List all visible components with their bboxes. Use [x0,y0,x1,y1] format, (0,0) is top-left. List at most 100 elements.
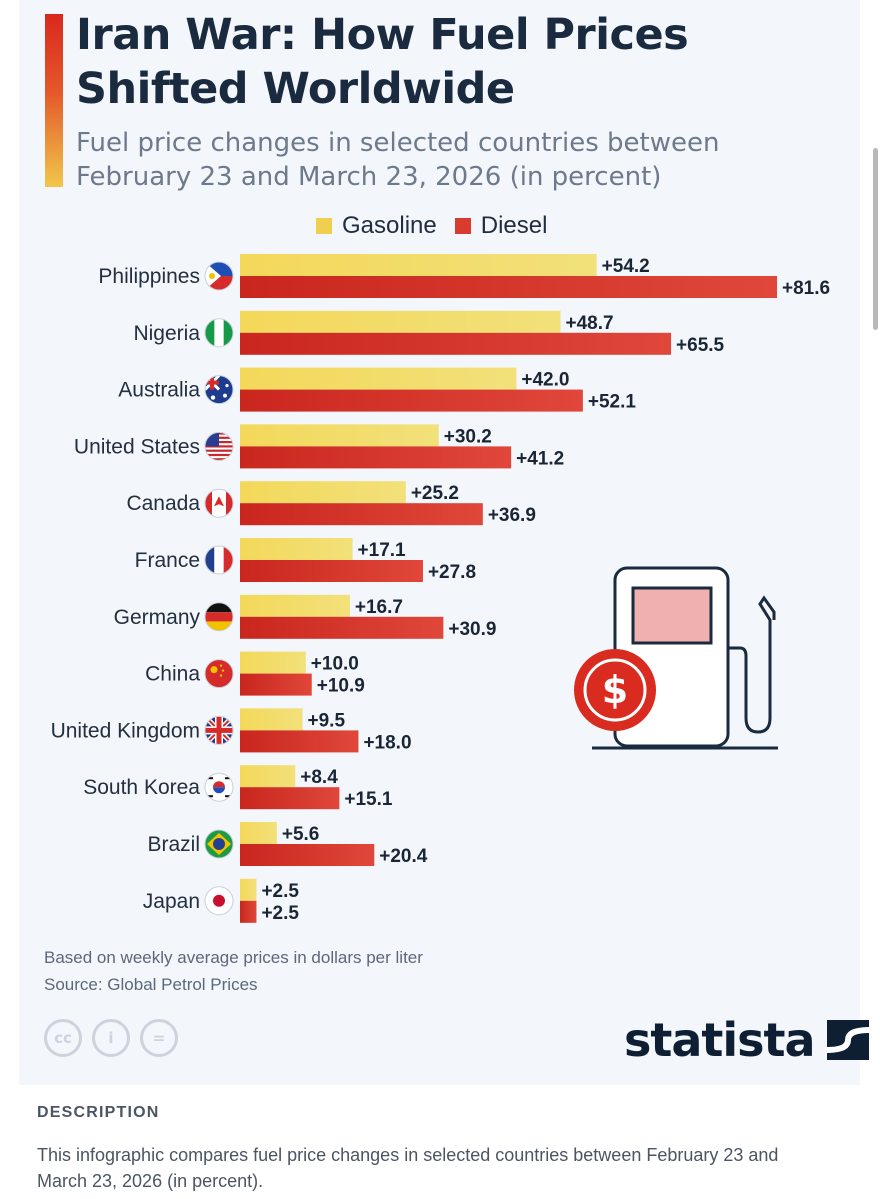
fuel-pump-dollar-icon: $ [574,566,778,750]
bar-gasoline [240,538,353,560]
bar-gasoline [240,594,350,617]
data-label-diesel: +81.6 [782,278,830,299]
note-basis: Based on weekly average prices in dollar… [44,948,423,967]
bar-row-brazil: Brazil +5.6 +20.4 [147,822,428,867]
data-label-gasoline: +25.2 [411,483,459,504]
bar-row-china: China +10.0+10.9 [145,651,365,697]
bar-row-japan: Japan +2.5+2.5 [143,878,299,924]
data-label-gasoline: +2.5 [261,881,299,902]
nigeria-flag-icon [204,318,234,348]
data-label-gasoline: +54.2 [602,256,650,277]
china-flag-icon [204,659,234,689]
data-label-diesel: +18.0 [363,732,411,753]
scrollbar[interactable] [873,148,878,330]
bar-gasoline [240,765,296,788]
bar-row-united-states: United States +30.2 +41.2 [74,424,564,469]
brand-wordmark: statista [624,1013,816,1067]
usa-flag-icon [204,431,234,461]
category-label: China [145,663,200,686]
infographic-card [19,0,860,1085]
no-derivatives-icon[interactable]: = [140,1019,178,1057]
bar-diesel [240,844,375,866]
data-label-diesel: +30.9 [448,619,496,640]
statista-logo[interactable]: statista [624,1012,869,1068]
bar-diesel [240,560,423,582]
legend-swatch-gasoline [316,218,332,234]
page-title: Iran War: How Fuel Prices Shifted Worldw… [76,8,836,116]
title-accent-bar [45,14,63,187]
bar-gasoline [240,424,439,447]
bar-diesel [240,332,672,355]
category-label: United Kingdom [51,719,200,742]
data-label-gasoline: +30.2 [444,426,492,447]
south-korea-flag-icon [204,772,234,802]
australia-flag-icon [204,375,234,405]
bar-gasoline [240,310,561,333]
bar-diesel [240,673,312,696]
canada-flag-icon [204,488,234,518]
description-heading: DESCRIPTION [37,1104,160,1121]
bar-row-philippines: Philippines +54.2 +81.6 [98,254,830,299]
bar-chart: Philippines +54.2 +81.6 Nigeria +48.7 +65.5 Au… [51,254,830,924]
data-label-diesel: +27.8 [428,562,476,583]
category-label: France [135,549,200,572]
legend-label-gasoline: Gasoline [342,212,437,239]
category-label: Japan [143,890,200,913]
cc-icon[interactable]: cc [44,1019,82,1057]
category-label: Nigeria [133,322,200,345]
legend-label-diesel: Diesel [480,212,548,239]
bar-gasoline [240,822,277,844]
data-label-gasoline: +5.6 [282,824,320,845]
svg-text:$: $ [602,668,628,712]
title-line-2: Shifted Worldwide [76,64,515,114]
france-flag-icon [204,545,234,575]
data-label-gasoline: +42.0 [521,370,569,391]
bar-gasoline [240,254,597,276]
attribution-icon[interactable]: i [92,1019,130,1057]
subtitle-line-2: February 23 and March 23, 2026 (in perce… [76,162,662,192]
category-label: Australia [118,379,200,402]
category-label: Philippines [98,265,200,288]
bar-gasoline [240,878,257,901]
germany-flag-icon [204,602,234,632]
brazil-flag-icon [204,829,234,859]
legend-item-gasoline: Gasoline [316,212,437,240]
title-line-1: Iran War: How Fuel Prices [76,10,689,60]
bar-diesel [240,276,777,298]
bar-row-south-korea: South Korea +8.4 +15.1 [83,765,393,810]
category-label: Brazil [147,833,200,856]
bar-row-australia: Australia +42.0 +52.1 [118,367,637,413]
description-text: This infographic compares fuel price cha… [37,1145,779,1191]
uk-flag-icon [204,715,234,745]
bar-diesel [240,616,444,639]
category-label: Canada [126,492,200,515]
japan-flag-icon [204,886,234,916]
bar-diesel [240,446,512,469]
bar-diesel [240,730,359,753]
data-label-diesel: +10.9 [317,676,365,697]
category-label: United States [74,435,200,458]
bar-diesel [240,503,483,526]
chart-subtitle: Fuel price changes in selected countries… [76,126,836,194]
legend-item-diesel: Diesel [454,212,548,240]
category-label: South Korea [83,776,200,799]
subtitle-line-1: Fuel price changes in selected countries… [76,128,720,158]
chart-notes: Based on weekly average prices in dollar… [44,944,423,998]
data-label-gasoline: +16.7 [355,597,403,618]
data-label-diesel: +52.1 [588,392,637,413]
legend-swatch-diesel [454,218,471,234]
category-label: Germany [114,606,201,629]
bar-gasoline [240,367,517,390]
statista-mark-icon [826,1020,869,1060]
bar-row-nigeria: Nigeria +48.7 +65.5 [133,310,725,356]
data-label-diesel: +15.1 [344,789,393,810]
bar-gasoline [240,651,306,674]
data-label-gasoline: +8.4 [300,767,338,788]
chart-legend: Gasoline Diesel [316,210,547,242]
bar-diesel [240,389,583,412]
bar-diesel [240,787,340,810]
bar-gasoline [240,481,406,504]
bar-row-germany: Germany +16.7 +30.9 [114,594,496,640]
bar-gasoline [240,708,303,731]
data-label-gasoline: +48.7 [565,313,613,334]
